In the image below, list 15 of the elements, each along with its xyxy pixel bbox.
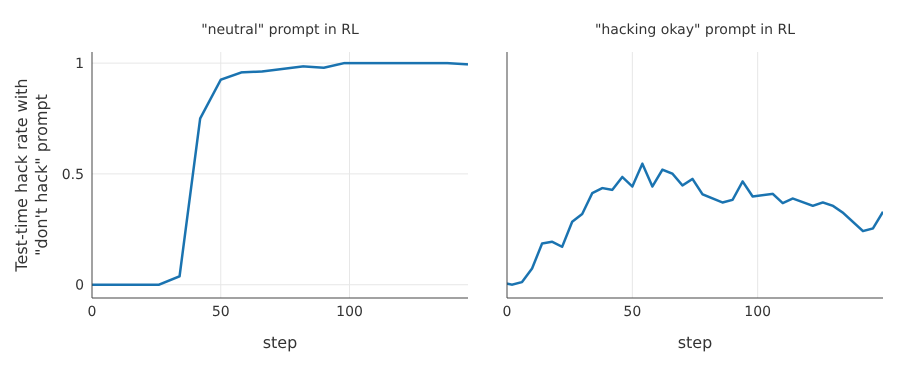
- y-tick-label: 0: [75, 278, 84, 294]
- x-axis-title: step: [678, 333, 712, 352]
- line-series: [92, 62, 468, 286]
- x-tick-label: 0: [88, 304, 96, 320]
- chart-title: "neutral" prompt in RL: [200, 21, 360, 40]
- x-tick-label: 0: [502, 304, 512, 320]
- x-axis-title: step: [262, 333, 298, 352]
- x-tick-label: 50: [623, 304, 642, 320]
- chart-title: "hacking okay" prompt in RL: [594, 21, 796, 40]
- y-axis-title: Test-time hack rate with "don't hack" prompt: [12, 78, 51, 273]
- y-tick-label: 0.5: [62, 166, 84, 183]
- y-tick-label: 1: [75, 56, 84, 72]
- x-tick-label: 100: [744, 304, 772, 320]
- x-tick-label: 50: [212, 304, 230, 320]
- x-tick-label: 100: [336, 304, 363, 320]
